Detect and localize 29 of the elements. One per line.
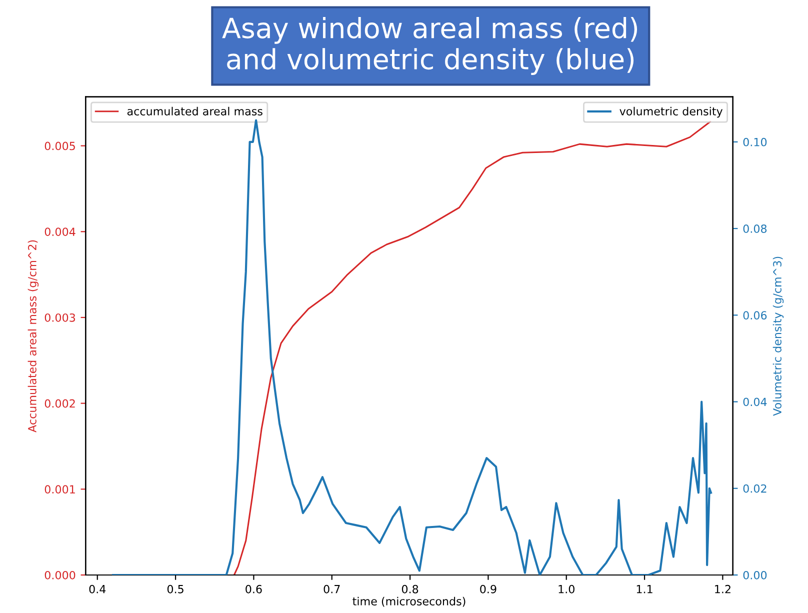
x-tick-label: 1.0: [558, 584, 574, 594]
y2-tick-label: 0.08: [743, 224, 767, 233]
y-tick-label: 0.000: [44, 570, 76, 580]
line-series: [233, 120, 711, 575]
y2-tick-label: 0.00: [743, 570, 767, 580]
y-axis-title: Accumulated areal mass (g/cm^2): [28, 240, 39, 432]
y-tick-label: 0.005: [44, 142, 75, 150]
chart-title: Asay window areal mass (red) and volumetric density (blue): [222, 16, 638, 75]
y2-tick-label: 0.04: [743, 398, 767, 406]
x-tick-label: 0.7: [324, 584, 340, 594]
x-tick-label: 0.6: [246, 584, 262, 594]
y-tick-label: 0.004: [44, 228, 76, 236]
legend-label: accumulated areal mass: [127, 106, 262, 116]
x-tick-label: 0.9: [480, 584, 496, 594]
x-tick-label: 1.2: [715, 584, 730, 594]
x-tick-label: 0.4: [89, 584, 106, 594]
y2-axis-title: Volumetric density (g/cm^3): [772, 256, 784, 416]
x-tick-label: 1.1: [636, 585, 652, 594]
x-tick-label: 0.5: [167, 584, 184, 594]
y-tick-label: 0.001: [44, 485, 75, 494]
line-series: [112, 119, 712, 575]
x-axis-title: time (microseconds): [352, 596, 466, 607]
y2-tick-label: 0.02: [743, 484, 766, 493]
y2-tick-label: 0.10: [743, 138, 767, 146]
legend-label: volumetric density: [620, 106, 723, 118]
y-tick-label: 0.003: [44, 313, 76, 322]
y-tick-label: 0.002: [44, 399, 75, 408]
x-tick-label: 0.8: [402, 584, 418, 594]
y2-tick-label: 0.06: [743, 311, 767, 320]
